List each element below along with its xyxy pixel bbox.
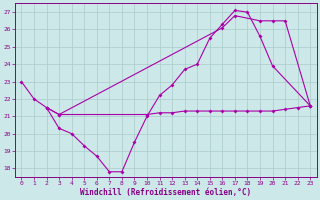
X-axis label: Windchill (Refroidissement éolien,°C): Windchill (Refroidissement éolien,°C) (80, 188, 252, 197)
